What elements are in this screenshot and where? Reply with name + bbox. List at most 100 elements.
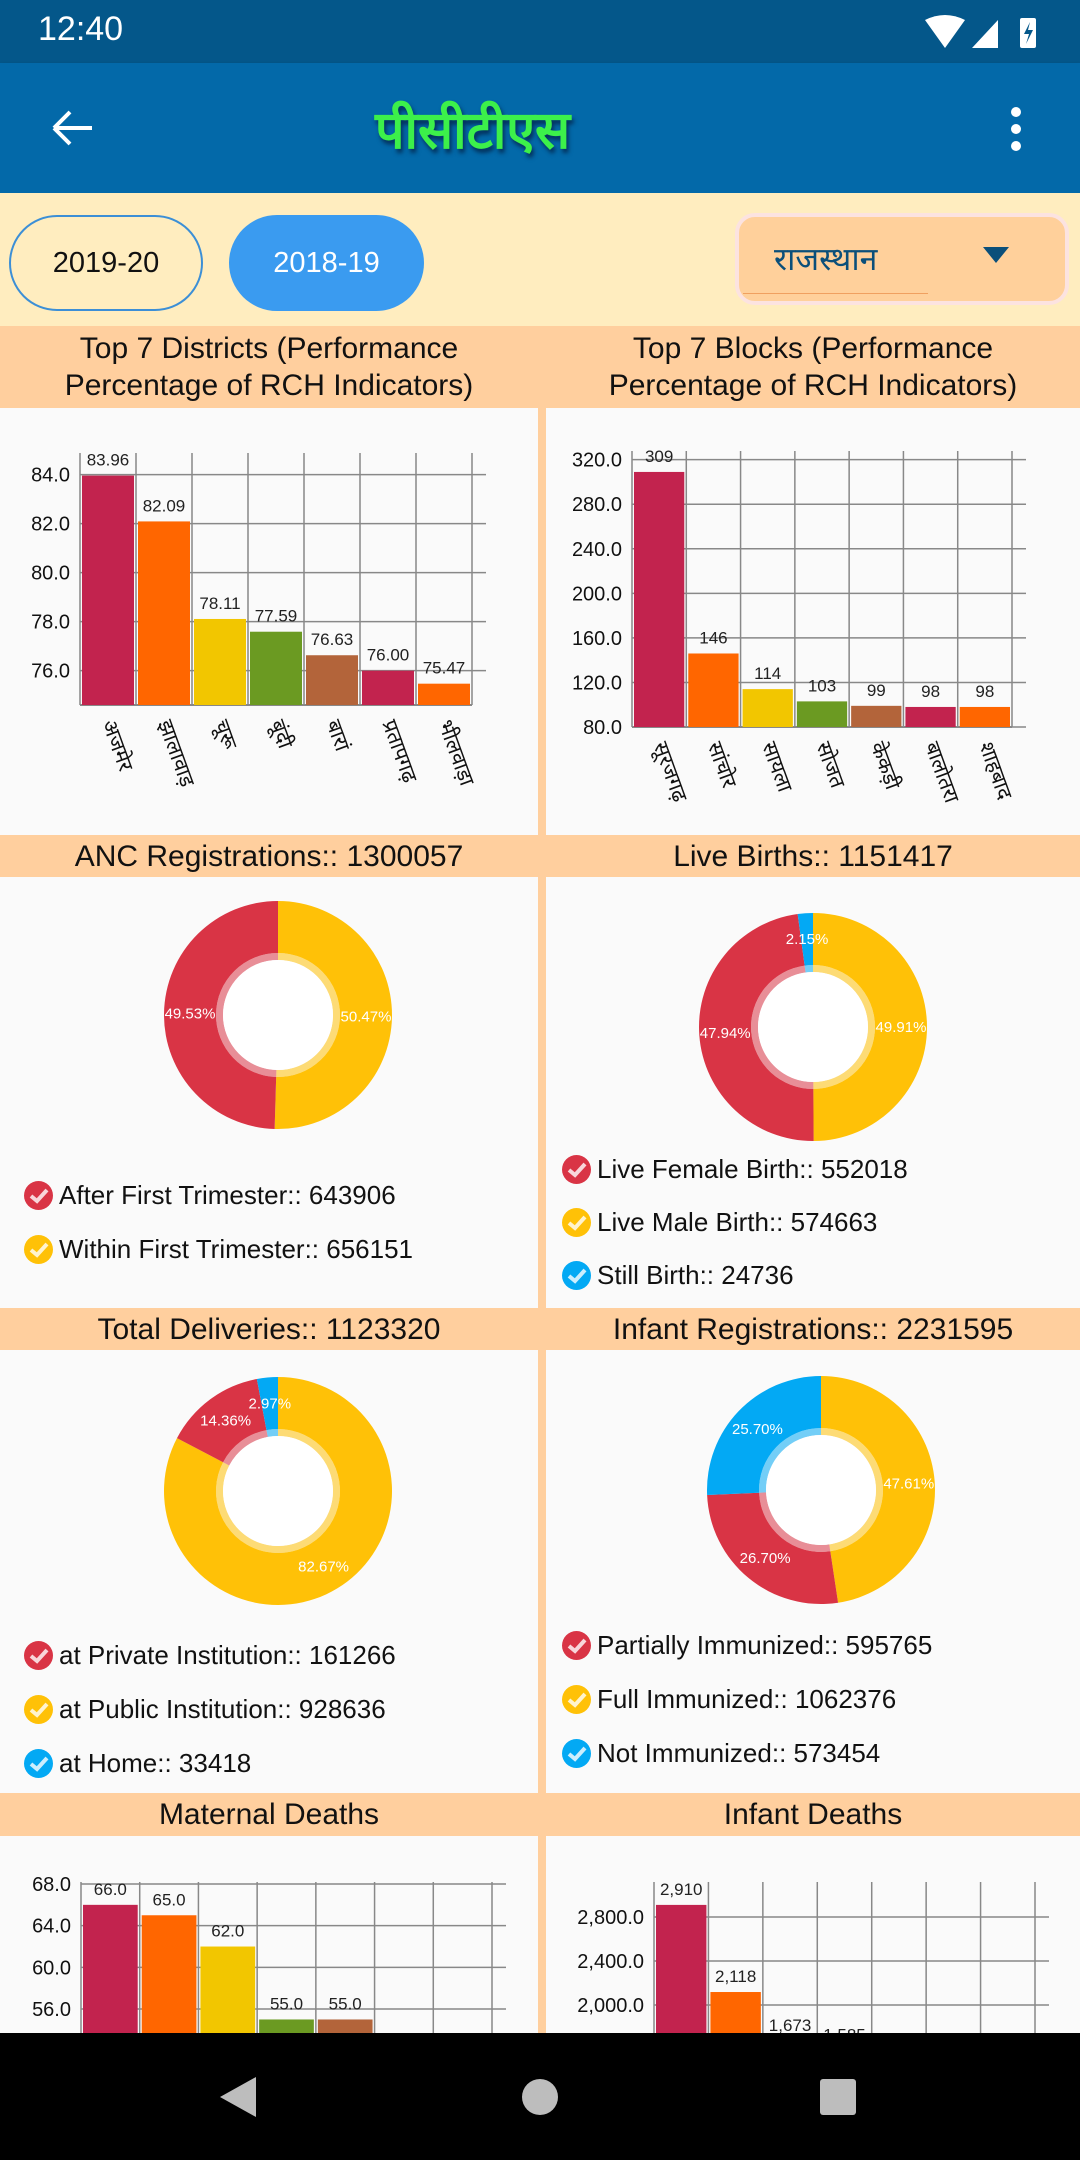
donut-percent-label: 47.61% — [883, 1475, 934, 1492]
donut-slice-red — [176, 1378, 267, 1463]
back-arrow-icon[interactable] — [50, 108, 96, 148]
bar-1 — [82, 475, 134, 705]
donut-percent-label: 47.94% — [700, 1025, 751, 1042]
x-tick-label: प्रतापगढ़ — [377, 717, 421, 787]
donut-inner-ring — [759, 1492, 831, 1552]
bar-1 — [656, 1904, 707, 2033]
x-tick-label: बूंदी — [264, 717, 297, 753]
bar-value-label: 65.0 — [153, 1890, 186, 1909]
legend-label: at Public Institution:: 928636 — [59, 1694, 386, 1724]
y-tick-label: 120.0 — [572, 672, 622, 694]
donut-percent-label: 2.15% — [786, 931, 829, 948]
bar-value-label: 77.59 — [255, 607, 298, 626]
blocks-chart-title: Top 7 Blocks (Performance Percentage of … — [546, 326, 1080, 408]
blocks-bar-chart: 80.0 120.0 160.0 200.0 240.0 280.0 320.0 309 सूर… — [572, 447, 1026, 807]
check-circle-icon — [24, 1641, 53, 1670]
filter-bar: 2019-20 2018-19 राजस्थान — [0, 193, 1080, 326]
app-title: पीसीटीएस — [375, 102, 571, 160]
check-circle-icon — [562, 1155, 591, 1184]
donut-inner-ring — [276, 953, 341, 1077]
y-tick-label: 80.0 — [31, 563, 70, 585]
legend-item: at Home:: 33418 — [24, 1748, 251, 1779]
year-button-2018-19[interactable]: 2018-19 — [229, 215, 424, 311]
y-tick-label: 280.0 — [572, 494, 622, 516]
donut-percent-label: 26.70% — [740, 1550, 791, 1567]
infants-title: Infant Registrations:: 2231595 — [546, 1308, 1080, 1350]
legend-item: Live Male Birth:: 574663 — [562, 1207, 877, 1238]
y-tick-label: 82.0 — [31, 514, 70, 536]
legend-item: Still Birth:: 24736 — [562, 1260, 794, 1291]
x-tick-label: सूरजगढ़ — [648, 739, 692, 807]
x-tick-label: भीलवाड़ा — [433, 717, 479, 790]
bar-value-label: 103 — [808, 676, 836, 695]
bar-2 — [710, 1992, 761, 2033]
legend-label: Live Male Birth:: 574663 — [597, 1207, 878, 1237]
legend-label: at Private Institution:: 161266 — [59, 1640, 396, 1670]
maternal-title: Maternal Deaths — [0, 1793, 538, 1836]
bar-4 — [796, 701, 848, 727]
legend-item: After First Trimester:: 643906 — [24, 1180, 396, 1211]
bar-value-label: 55.0 — [270, 1994, 303, 2013]
back-triangle-icon[interactable] — [218, 2075, 258, 2119]
bar-value-label: 2,910 — [660, 1880, 703, 1899]
bar-value-label: 1,673 — [769, 2016, 812, 2033]
y-tick-label: 2,400.0 — [577, 1951, 644, 1973]
donut-slice-yellow — [821, 1376, 935, 1603]
more-vert-icon[interactable] — [1006, 105, 1026, 153]
anc-title: ANC Registrations:: 1300057 — [0, 835, 538, 877]
bar-value-label: 78.11 — [199, 594, 240, 613]
legend-label: After First Trimester:: 643906 — [59, 1180, 396, 1210]
x-tick-label: बारां — [321, 717, 354, 755]
y-tick-label: 200.0 — [572, 583, 622, 605]
check-circle-icon — [24, 1749, 53, 1778]
year-button-2019-20[interactable]: 2019-20 — [9, 215, 203, 311]
home-circle-icon[interactable] — [520, 2077, 560, 2117]
donut-slice-blue — [707, 1376, 821, 1495]
donut-percent-label: 49.53% — [165, 1006, 216, 1023]
donut-inner-ring — [759, 1428, 821, 1493]
donut-inner-ring — [266, 1429, 278, 1437]
bar-value-label: 2,118 — [715, 1967, 756, 1986]
legend-label: Full Immunized:: 1062376 — [597, 1684, 897, 1714]
bar-value-label: 76.00 — [367, 646, 410, 665]
dropdown-arrow-icon — [983, 247, 1009, 263]
legend-label: Live Female Birth:: 552018 — [597, 1154, 908, 1184]
anc-donut-chart: 50.47% 49.53% — [163, 901, 392, 1129]
bar-7 — [959, 706, 1010, 727]
status-bar: 12:40 — [0, 0, 1080, 63]
app-bar: पीसीटीएस — [0, 63, 1080, 193]
y-tick-label: 78.0 — [31, 612, 70, 634]
legend-item: Live Female Birth:: 552018 — [562, 1154, 908, 1185]
donut-hole — [766, 1435, 876, 1545]
bar-7 — [418, 683, 470, 705]
bar-value-label: 55.0 — [329, 1994, 362, 2013]
bar-5 — [851, 705, 902, 727]
y-tick-label: 64.0 — [32, 1916, 71, 1938]
births-title: Live Births:: 1151417 — [546, 835, 1080, 877]
check-circle-icon — [24, 1181, 53, 1210]
donut-slice-blue — [797, 913, 813, 966]
legend-item: Full Immunized:: 1062376 — [562, 1684, 896, 1715]
x-tick-label: सायला — [757, 739, 796, 796]
donut-inner-ring — [813, 965, 875, 1089]
y-tick-label: 68.0 — [32, 1874, 71, 1896]
check-circle-icon — [562, 1631, 591, 1660]
status-time: 12:40 — [38, 10, 124, 48]
districts-chart-title: Top 7 Districts (Performance Percentage … — [0, 326, 538, 408]
x-tick-label: सोजत — [811, 739, 850, 793]
recents-square-icon[interactable] — [818, 2077, 858, 2117]
state-select[interactable]: राजस्थान — [735, 213, 1069, 305]
check-circle-icon — [24, 1235, 53, 1264]
x-tick-label: सांचोर — [703, 739, 742, 792]
bar-5 — [306, 655, 358, 705]
legend-label: Partially Immunized:: 595765 — [597, 1630, 933, 1660]
maternal-deaths-bar-chart: 56.0 60.0 64.0 68.0 66.0 65.0 62.0 55.0 55.0 — [32, 1874, 506, 2033]
check-circle-icon — [562, 1685, 591, 1714]
legend-label: Still Birth:: 24736 — [597, 1260, 794, 1290]
donut-slice-red — [699, 914, 814, 1141]
legend-label: Not Immunized:: 573454 — [597, 1738, 881, 1768]
bar-value-label: 309 — [645, 447, 673, 466]
y-tick-label: 160.0 — [572, 628, 622, 650]
y-tick-label: 60.0 — [32, 1957, 71, 1979]
donut-slice-yellow — [164, 1377, 392, 1605]
